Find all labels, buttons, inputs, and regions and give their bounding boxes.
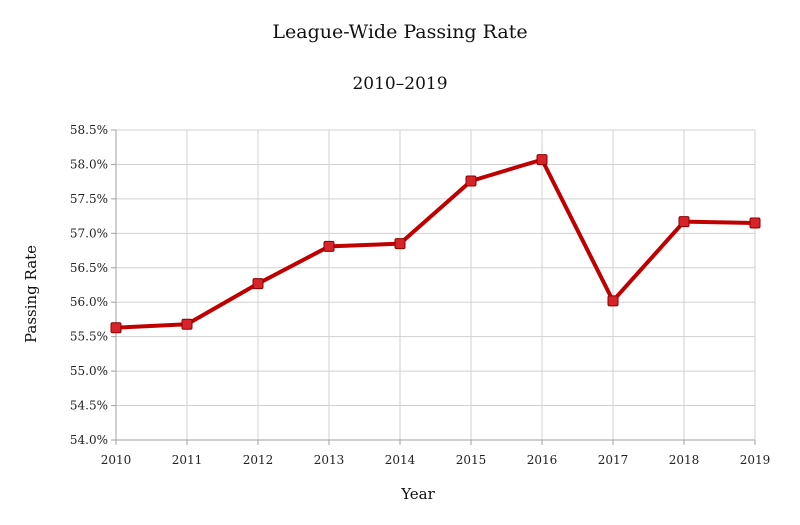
data-point-marker: [252, 278, 264, 290]
y-tick-label: 58.5%: [70, 123, 108, 137]
x-tick-label: 2012: [243, 453, 274, 467]
gridlines: [115, 129, 756, 441]
x-tick-label: 2014: [385, 453, 416, 467]
data-series: [110, 154, 761, 334]
y-tick-label: 56.5%: [70, 261, 108, 275]
y-tick-label: 54.5%: [70, 399, 108, 413]
data-point-marker: [323, 240, 335, 252]
x-tick-label: 2011: [172, 453, 203, 467]
y-tick-label: 57.5%: [70, 192, 108, 206]
data-point-marker: [607, 295, 619, 307]
series-line: [114, 157, 757, 330]
axes: [111, 129, 756, 445]
x-tick-label: 2013: [314, 453, 345, 467]
y-tick-label: 55.0%: [70, 364, 108, 378]
data-point-marker: [394, 238, 406, 250]
data-point-marker: [110, 322, 122, 334]
x-tick-label: 2010: [101, 453, 132, 467]
y-tick-label: 55.5%: [70, 330, 108, 344]
x-tick-label: 2017: [598, 453, 629, 467]
chart-subtitle: 2010–2019: [352, 74, 447, 94]
data-point-marker: [749, 217, 761, 229]
y-tick-labels: 54.0% 54.5% 55.0% 55.5% 56.0% 56.5% 57.0% 57.5%…: [70, 123, 108, 447]
x-tick-labels: 2010 2011 2012 2013 2014 2015 2016 2017 2018 2019: [101, 453, 771, 467]
y-tick-label: 58.0%: [70, 157, 108, 171]
y-tick-label: 57.0%: [70, 226, 108, 240]
x-tick-label: 2016: [527, 453, 558, 467]
x-tick-label: 2018: [669, 453, 700, 467]
y-tick-label: 54.0%: [70, 433, 108, 447]
data-point-marker: [465, 175, 477, 187]
y-axis-title: Passing Rate: [22, 245, 40, 343]
y-tick-label: 56.0%: [70, 295, 108, 309]
chart-title: League-Wide Passing Rate: [272, 21, 527, 43]
x-tick-label: 2019: [740, 453, 771, 467]
data-point-marker: [181, 318, 193, 330]
x-axis-title: Year: [400, 485, 435, 503]
x-tick-label: 2015: [456, 453, 487, 467]
data-point-marker: [678, 216, 690, 228]
data-point-marker: [536, 154, 548, 166]
